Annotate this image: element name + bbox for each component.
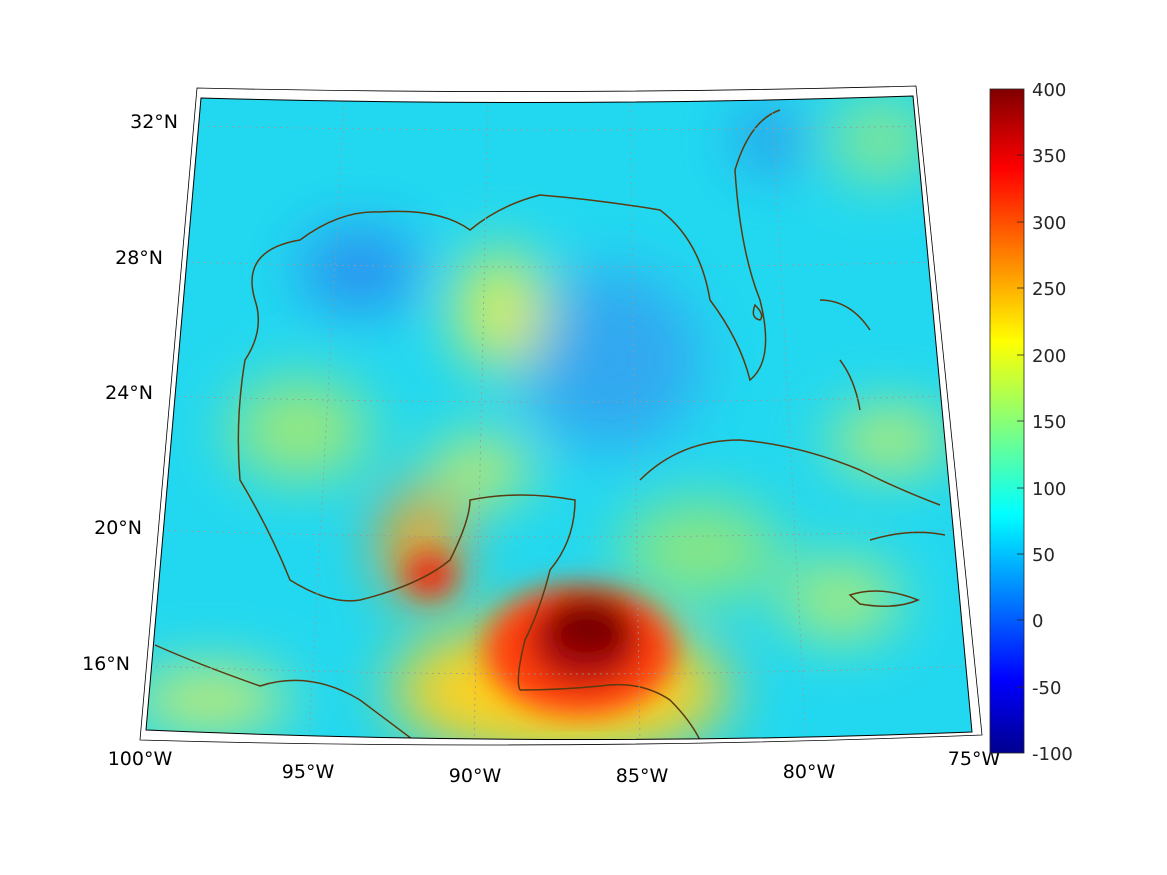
lon-label-90w: 90°W — [449, 765, 502, 787]
colorbar-tick-0: 0 — [1032, 611, 1043, 632]
lat-label-28n: 28°N — [115, 247, 163, 269]
map-frame — [139, 85, 983, 746]
data-field — [146, 96, 972, 740]
lat-label-24n: 24°N — [105, 382, 153, 404]
colorbar-tick-250: 250 — [1032, 279, 1066, 300]
colorbar-tick-50: 50 — [1032, 545, 1055, 566]
lat-label-32n: 32°N — [130, 111, 178, 133]
coastlines — [154, 109, 946, 740]
colorbar-tick-350: 350 — [1032, 146, 1066, 167]
colorbar-tick-150: 150 — [1032, 412, 1066, 433]
lon-label-75w: 75°W — [948, 748, 1001, 770]
colorbar-tick-200: 200 — [1032, 346, 1066, 367]
colorbar-tick-100: 100 — [1032, 479, 1066, 500]
lon-label-80w: 80°W — [783, 761, 836, 783]
lat-label-20n: 20°N — [94, 517, 142, 539]
lon-label-100w: 100°W — [108, 748, 173, 770]
colorbar-tick-neg50: -50 — [1032, 678, 1061, 699]
lon-label-85w: 85°W — [616, 765, 669, 787]
colorbar-tick-neg100: -100 — [1032, 744, 1073, 765]
lat-label-16n: 16°N — [82, 653, 130, 675]
colorbar-tick-400: 400 — [1032, 80, 1066, 101]
colorbar-tick-300: 300 — [1032, 213, 1066, 234]
colorbar-ticks — [1017, 154, 1024, 688]
lon-label-95w: 95°W — [282, 761, 335, 783]
